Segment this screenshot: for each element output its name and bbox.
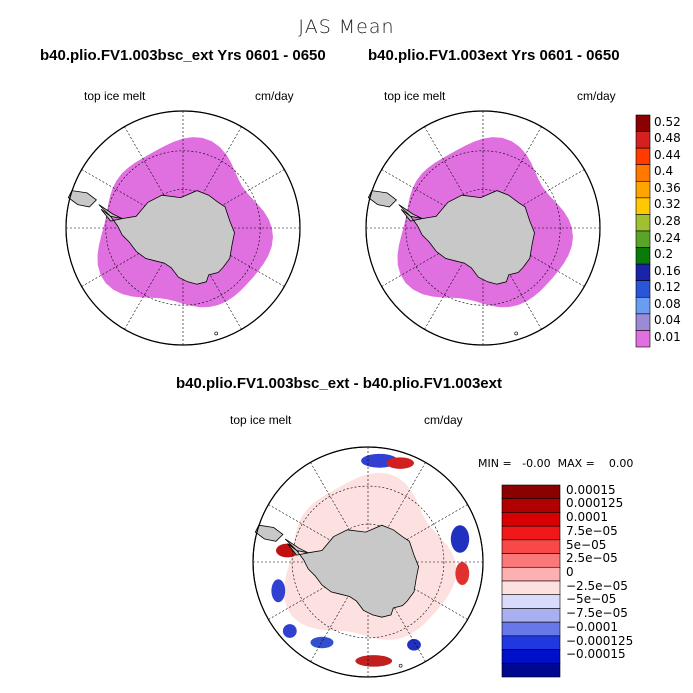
colorbar-swatch <box>501 553 561 568</box>
colorbar-swatch <box>501 525 561 541</box>
colorbar-swatch <box>635 280 651 298</box>
colorbar-swatch <box>635 114 651 132</box>
anomaly-patch <box>355 655 393 667</box>
right-panel-variable-label: top ice melt <box>384 89 446 103</box>
colorbar-swatch <box>501 484 561 500</box>
colorbar-tick-label: 0.52 <box>654 114 681 129</box>
colorbar-tick-label: 0.01 <box>654 330 681 344</box>
diff-panel-variable-label: top ice melt <box>230 413 292 427</box>
latitude-gridline <box>105 150 261 306</box>
diff-panel-units-label: cm/day <box>424 413 463 427</box>
left-panel-variable-label: top ice melt <box>84 89 146 103</box>
colorbar-swatch <box>635 263 651 282</box>
colorbar-swatch <box>635 313 651 331</box>
anomaly-patch <box>310 636 334 649</box>
left-panel-title: b40.plio.FV1.003bsc_ext Yrs 0601 - 0650 <box>40 47 326 64</box>
map-frame <box>65 110 301 346</box>
south-america-tip <box>67 190 98 208</box>
colorbar-swatch <box>501 608 561 623</box>
colorbar-tick-label: 2.5e−05 <box>566 551 618 566</box>
colorbar-tick-label: 0.24 <box>654 230 681 245</box>
colorbar-swatch <box>635 230 651 248</box>
right-panel-title: b40.plio.FV1.003ext Yrs 0601 - 0650 <box>368 47 620 64</box>
south-america-tip <box>367 190 398 208</box>
colorbar-swatch <box>635 214 651 232</box>
colorbar-swatch <box>501 594 561 609</box>
map-frame <box>365 110 601 346</box>
colorbar-swatch <box>501 635 561 650</box>
map-frame <box>252 446 484 678</box>
anomaly-patch <box>450 525 470 553</box>
colorbar-swatch <box>501 539 561 554</box>
south-america-tip <box>254 524 284 542</box>
colorbar-tick-label: 0.08 <box>654 296 681 311</box>
right-panel-units-label: cm/day <box>577 89 616 103</box>
colorbar-tick-label: 0.16 <box>654 263 681 278</box>
island-marker <box>514 331 519 336</box>
colorbar-tick-label: −0.000125 <box>566 633 634 648</box>
colorbar-swatch <box>501 512 561 527</box>
map-left <box>65 110 301 346</box>
colorbar-tick-label: 7.5e−05 <box>566 523 618 538</box>
colorbar-swatch <box>501 621 561 637</box>
colorbar-tick-label: 0.000125 <box>566 496 624 511</box>
colorbar-tick-label: 0.00015 <box>566 482 616 497</box>
colorbar-swatch <box>501 498 561 513</box>
anomaly-patch <box>271 579 286 603</box>
antarctic-peninsula <box>284 538 309 554</box>
colorbar-swatch <box>501 662 561 678</box>
colorbar-tick-label: 0.32 <box>654 197 681 212</box>
figure-title: JAS Mean <box>298 16 395 38</box>
colorbar-tick-label: 0.44 <box>654 147 681 162</box>
colorbar-tick-label: 0.12 <box>654 280 681 295</box>
colorbar-swatch <box>501 580 561 596</box>
latitude-gridline <box>405 150 561 306</box>
colorbar-swatch <box>635 197 651 215</box>
antarctic-peninsula <box>398 204 423 219</box>
colorbar-swatch <box>501 649 561 664</box>
anomaly-patch <box>386 457 415 469</box>
colorbar-tick-label: −2.5e−05 <box>566 578 628 593</box>
anomaly-patch <box>455 562 470 585</box>
colorbar-tick-label: −7.5e−05 <box>566 606 628 621</box>
colorbar-tick-label: −5e−05 <box>566 592 617 607</box>
colorbar-swatch <box>501 566 561 582</box>
map-right <box>365 110 601 346</box>
colorbar-tick-label: 0.2 <box>654 247 674 262</box>
antarctica-landmass <box>400 190 535 285</box>
colorbar-swatch <box>635 180 651 199</box>
colorbar-tick-label: −0.0001 <box>566 619 619 634</box>
colorbar-tick-label: 0.36 <box>654 180 681 195</box>
colorbar-top <box>635 114 651 348</box>
colorbar-tick-label: 0.04 <box>654 313 681 328</box>
colorbar-swatch <box>635 330 651 348</box>
colorbar-tick-label: 0.0001 <box>566 510 608 525</box>
antarctic-peninsula <box>98 204 123 219</box>
map-diff <box>252 446 484 678</box>
colorbar-tick-label: 0.28 <box>654 214 681 228</box>
colorbar-tick-label: 5e−05 <box>566 537 607 552</box>
colorbar-swatch <box>635 147 651 166</box>
colorbar-swatch <box>635 247 651 265</box>
left-panel-units-label: cm/day <box>255 89 294 103</box>
colorbar-swatch <box>635 131 651 149</box>
diff-panel-title: b40.plio.FV1.003bsc_ext - b40.plio.FV1.0… <box>176 375 502 392</box>
colorbar-swatch <box>635 296 651 315</box>
antarctica-landmass <box>100 190 235 285</box>
antarctica-landmass <box>287 524 420 618</box>
colorbar-tick-label: −0.00015 <box>566 647 626 662</box>
colorbar-tick-label: 0.48 <box>654 131 681 146</box>
anomaly-patch <box>407 639 421 651</box>
colorbar-diff <box>501 484 561 678</box>
island-marker <box>214 331 219 336</box>
latitude-gridline <box>291 485 445 639</box>
colorbar-tick-label: 0.4 <box>654 164 674 179</box>
colorbar-swatch <box>635 164 651 182</box>
colorbar-tick-label: 0 <box>566 565 574 579</box>
island-marker <box>398 663 403 668</box>
anomaly-patch <box>282 624 297 638</box>
diff-min-max-readout: MIN = -0.00 MAX = 0.00 <box>478 457 634 470</box>
